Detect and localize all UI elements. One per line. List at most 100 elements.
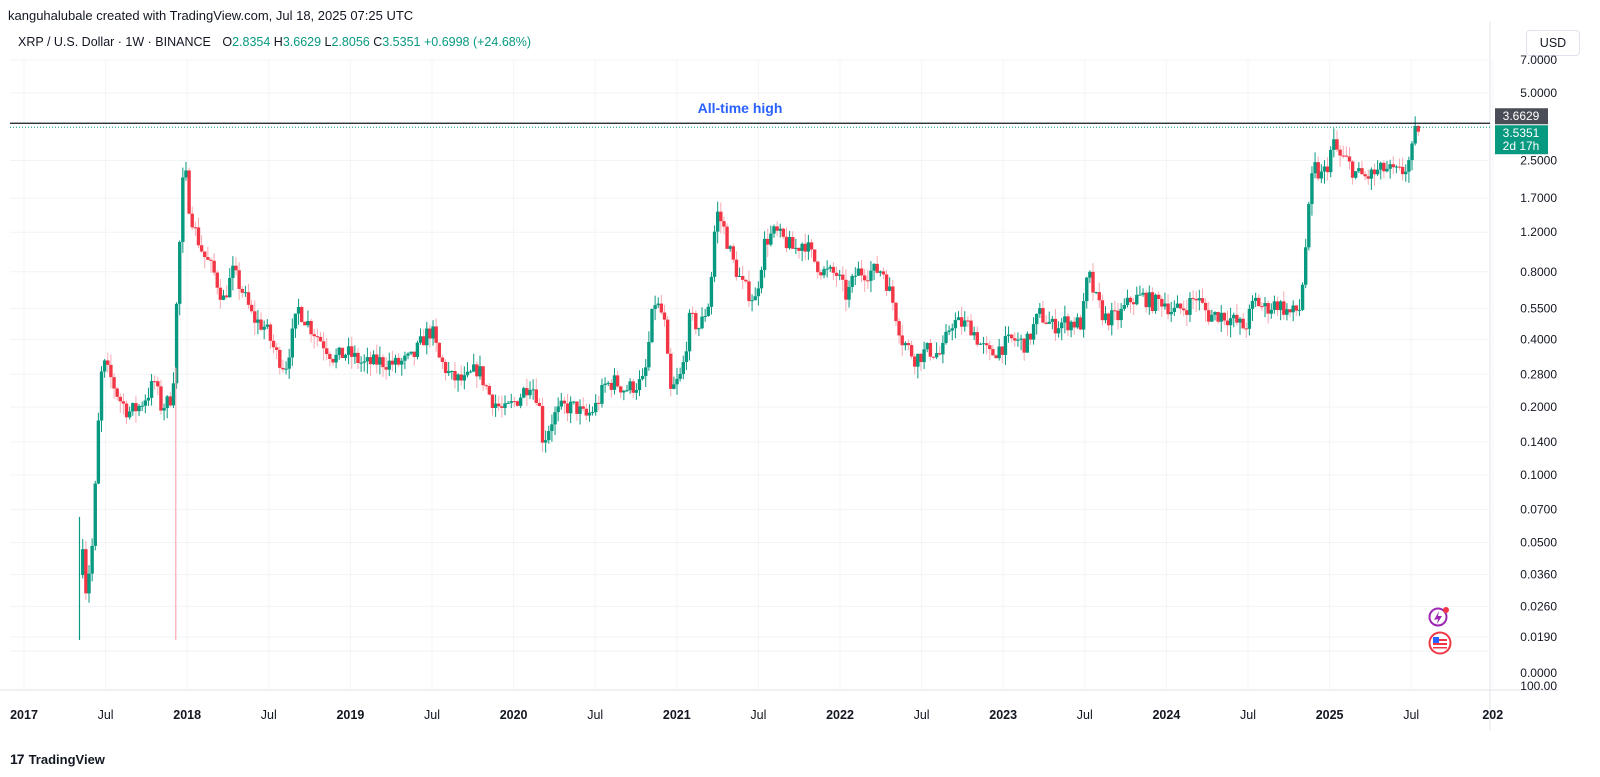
candle-body	[997, 346, 1001, 359]
candle-body	[412, 351, 416, 357]
candle-body	[1119, 308, 1123, 321]
x-tick-label: 2021	[663, 708, 691, 722]
candle-body	[1407, 160, 1411, 172]
candle-body	[271, 340, 276, 348]
candle-body	[784, 236, 789, 249]
candle-body	[1357, 168, 1361, 172]
candle-body	[950, 328, 954, 331]
candle-body	[1191, 298, 1195, 300]
x-tick-label: 2017	[10, 708, 38, 722]
candle-body	[152, 381, 157, 383]
candle-body	[1307, 204, 1311, 248]
candle-body	[559, 400, 563, 407]
candle-body	[1163, 303, 1167, 307]
candle-body	[628, 381, 632, 391]
candle-body	[884, 274, 889, 291]
candle-body	[384, 367, 388, 370]
candle-body	[1238, 318, 1242, 323]
candle-body	[828, 266, 832, 269]
candle-body	[428, 328, 432, 339]
candle-body	[988, 345, 992, 350]
candle-body	[96, 420, 101, 484]
candle-body	[1394, 166, 1399, 168]
candle-body	[615, 375, 620, 387]
candle-body	[678, 374, 682, 379]
candle-body	[1006, 334, 1011, 337]
candle-body	[131, 403, 135, 412]
candle-body	[400, 360, 404, 365]
x-tick-label: Jul	[98, 708, 114, 722]
candle-body	[1138, 294, 1142, 296]
candle-body	[728, 246, 732, 249]
candle-body	[578, 406, 582, 414]
candle-body	[259, 319, 263, 330]
candle-body	[919, 353, 923, 363]
us-flag-icon[interactable]	[1428, 631, 1452, 655]
y-tick-label: 0.1000	[1520, 468, 1557, 482]
candle-body	[600, 385, 604, 404]
candle-body	[1253, 297, 1258, 301]
candle-body	[443, 361, 448, 374]
candle-body	[637, 379, 642, 391]
sparkle-alert-icon[interactable]	[1426, 606, 1452, 628]
x-tick-label: 2020	[500, 708, 528, 722]
candle-body	[1113, 310, 1117, 312]
y-tick-label: 1.7000	[1520, 191, 1557, 205]
candle-body	[891, 286, 895, 303]
candle-body	[991, 349, 995, 356]
x-tick-label: 202	[1482, 708, 1503, 722]
candle-body	[1081, 301, 1086, 330]
candle-body	[1341, 155, 1345, 157]
candle-body	[165, 396, 169, 409]
symbol-title[interactable]: XRP / U.S. Dollar · 1W · BINANCE	[18, 35, 211, 49]
candle-body	[681, 362, 685, 375]
candle-body	[634, 390, 639, 393]
candle-body	[647, 342, 651, 368]
x-tick-label: 2018	[173, 708, 201, 722]
candle-body	[368, 357, 373, 365]
candle-body	[1288, 309, 1292, 313]
candle-body	[253, 311, 257, 323]
candle-body	[1278, 301, 1283, 311]
candle-body	[972, 332, 976, 336]
candle-body	[1272, 301, 1277, 310]
currency-button[interactable]: USD	[1526, 30, 1580, 56]
candle-body	[215, 272, 219, 288]
candle-body	[146, 397, 151, 401]
candle-body	[1009, 334, 1014, 339]
candle-body	[1069, 321, 1073, 331]
tradingview-footer[interactable]: 17 TradingView	[10, 751, 105, 767]
candle-body	[1047, 321, 1051, 324]
candle-body	[149, 381, 154, 398]
candle-body	[744, 279, 748, 282]
candle-body	[240, 288, 244, 293]
candle-body	[769, 233, 773, 245]
candle-body	[1078, 317, 1083, 330]
candle-body	[856, 268, 861, 276]
candle-body	[265, 324, 269, 327]
candle-body	[1197, 298, 1202, 301]
candle-body	[534, 389, 538, 403]
candle-body	[816, 261, 820, 273]
y-tick-label: 0.0700	[1520, 503, 1557, 517]
candle-body	[1360, 168, 1364, 175]
candle-body	[93, 483, 97, 546]
candle-body	[687, 312, 692, 352]
candle-body	[897, 321, 901, 336]
y-tick-label: 0.8000	[1520, 265, 1557, 279]
candle-body	[184, 170, 188, 178]
candle-body	[134, 403, 138, 412]
candle-body	[518, 397, 523, 406]
candle-body	[84, 549, 88, 594]
candle-body	[1153, 294, 1158, 312]
candle-body	[468, 371, 473, 373]
candle-body	[278, 349, 282, 368]
close-value: 3.5351	[382, 35, 421, 49]
candle-body	[737, 276, 742, 278]
candle-body	[465, 371, 470, 376]
candle-body	[171, 383, 176, 406]
candle-body	[759, 269, 764, 289]
candle-body	[1375, 169, 1380, 175]
candle-body	[434, 326, 438, 343]
